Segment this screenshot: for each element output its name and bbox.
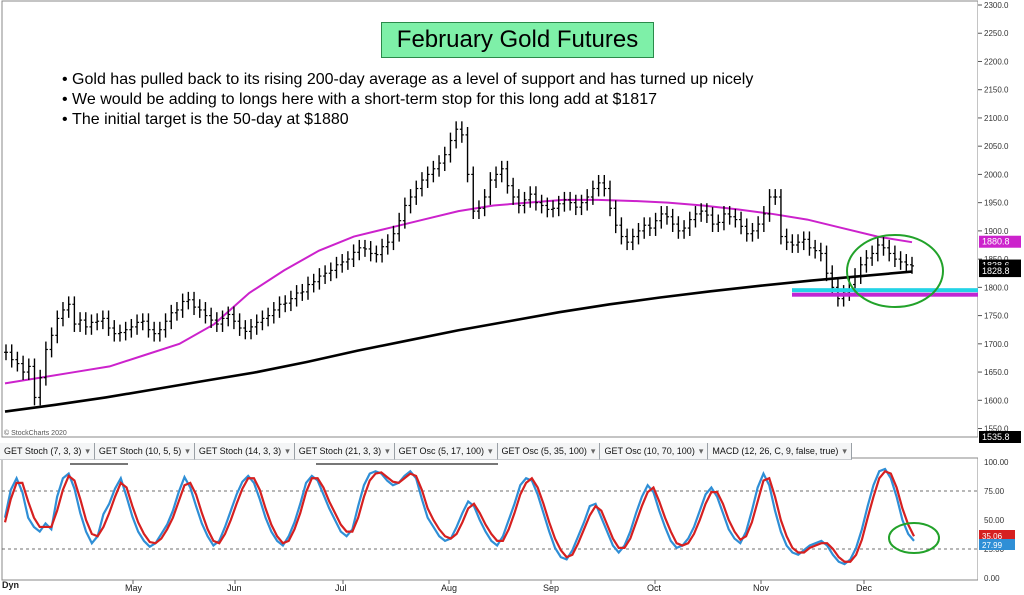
- bullet-3: The initial target is the 50-day at $188…: [62, 110, 753, 130]
- tab-label: GET Stoch (14, 3, 3): [198, 446, 282, 456]
- tab-label: GET Stoch (7, 3, 3): [4, 446, 82, 456]
- x-tick-label: May: [125, 583, 143, 593]
- dropdown-icon[interactable]: ▾: [698, 445, 704, 456]
- x-tick-label: Dec: [856, 583, 873, 593]
- price-tick-label: 2050.0: [984, 142, 1009, 151]
- price-tick-label: 1750.0: [984, 312, 1009, 321]
- dropdown-icon[interactable]: ▾: [590, 445, 596, 456]
- indicator-tabs: GET Stoch (7, 3, 3) ▾ GET Stoch (10, 5, 5…: [0, 443, 852, 460]
- chart-title: February Gold Futures: [381, 22, 654, 58]
- price-tick-label: 1600.0: [984, 396, 1009, 405]
- osc-tick-label: 75.00: [984, 487, 1005, 496]
- tab-get-stoch-14[interactable]: GET Stoch (14, 3, 3) ▾: [194, 443, 295, 460]
- dropdown-icon[interactable]: ▾: [285, 445, 290, 456]
- oscillator-panel-frame: [1, 457, 979, 581]
- bottom-value-label-bg: [979, 431, 1021, 443]
- ma50-value-label-bg: [979, 235, 1021, 248]
- tab-label: GET Osc (5, 35, 100): [501, 446, 587, 456]
- price-tick-label: 2300.0: [984, 1, 1009, 10]
- osc-value-red: 35.06: [982, 532, 1003, 541]
- price-tick-label: 1550.0: [984, 425, 1009, 434]
- ma50-value-label: 1880.8: [982, 237, 1010, 247]
- ma200-value-label: 1828.8: [982, 266, 1010, 276]
- x-tick-label: Oct: [647, 583, 662, 593]
- tab-label: GET Stoch (10, 5, 5): [98, 446, 182, 456]
- dyn-label[interactable]: Dyn: [2, 580, 20, 590]
- osc-value-red-bg: [979, 530, 1015, 541]
- tab-get-osc-5-35[interactable]: GET Osc (5, 35, 100) ▾: [497, 443, 601, 460]
- dropdown-icon[interactable]: ▾: [385, 445, 390, 456]
- price-tick-label: 1950.0: [984, 199, 1009, 208]
- price-tick-label: 2100.0: [984, 114, 1009, 123]
- price-tick-label: 2200.0: [984, 57, 1009, 66]
- price-tick-label: 1800.0: [984, 283, 1009, 292]
- x-tick-label: Jul: [335, 583, 347, 593]
- tab-label: GET Stoch (21, 3, 3): [298, 446, 382, 456]
- osc-series-red: [3, 469, 915, 563]
- price-tick-label: 2250.0: [984, 29, 1009, 38]
- dropdown-icon[interactable]: ▾: [185, 445, 190, 456]
- osc-tick-label: 50.00: [984, 516, 1005, 525]
- price-tick-label: 2000.0: [984, 170, 1009, 179]
- price-tick-label: 1650.0: [984, 368, 1009, 377]
- tab-label: MACD (12, 26, C, 9, false, true): [712, 446, 839, 456]
- copyright-text: © StockCharts 2020: [4, 430, 67, 437]
- highlight-circle: [846, 234, 944, 308]
- tab-macd[interactable]: MACD (12, 26, C, 9, false, true) ▾: [708, 443, 852, 460]
- bullet-1: Gold has pulled back to its rising 200-d…: [62, 70, 753, 90]
- ma200-value-label-bg: [979, 265, 1021, 278]
- annotation-bullets: Gold has pulled back to its rising 200-d…: [62, 70, 753, 130]
- osc-value-blue: 27.99: [982, 541, 1003, 550]
- x-tick-label: Jun: [227, 583, 242, 593]
- bullet-2: We would be adding to longs here with a …: [62, 90, 753, 110]
- tab-get-osc-5-17[interactable]: GET Osc (5, 17, 100) ▾: [394, 443, 498, 460]
- x-tick-label: Nov: [753, 583, 770, 593]
- osc-tick-label: 100.00: [984, 458, 1009, 467]
- osc-tick-label: 0.00: [984, 574, 1000, 583]
- osc-value-blue-bg: [979, 539, 1015, 550]
- support-line-cyan: [792, 288, 978, 293]
- price-panel-frame: [1, 0, 979, 438]
- price-tick-label: 2150.0: [984, 86, 1009, 95]
- tab-label: GET Osc (10, 70, 100): [604, 446, 695, 456]
- tab-label: GET Osc (5, 17, 100): [398, 446, 484, 456]
- bottom-value-label: 1535.8: [982, 432, 1010, 442]
- x-tick-label: Sep: [543, 583, 559, 593]
- x-tick-label: Aug: [441, 583, 457, 593]
- osc-highlight-circle: [888, 522, 940, 554]
- tab-get-stoch-21[interactable]: GET Stoch (21, 3, 3) ▾: [294, 443, 395, 460]
- tab-get-stoch-7[interactable]: GET Stoch (7, 3, 3) ▾: [0, 443, 95, 460]
- price-tick-label: 1700.0: [984, 340, 1009, 349]
- dropdown-icon[interactable]: ▾: [85, 445, 90, 456]
- support-line-magenta: [792, 292, 978, 297]
- tab-get-stoch-10[interactable]: GET Stoch (10, 5, 5) ▾: [94, 443, 195, 460]
- ma50-line: [4, 198, 913, 385]
- right-axis-bg: [978, 0, 1024, 595]
- price-tick-label: 1900.0: [984, 227, 1009, 236]
- dropdown-icon[interactable]: ▾: [842, 445, 847, 456]
- ma200-line: [4, 270, 913, 413]
- tab-get-osc-10-70[interactable]: GET Osc (10, 70, 100) ▾: [600, 443, 709, 460]
- osc-series-blue: [3, 467, 915, 566]
- dropdown-icon[interactable]: ▾: [488, 445, 493, 456]
